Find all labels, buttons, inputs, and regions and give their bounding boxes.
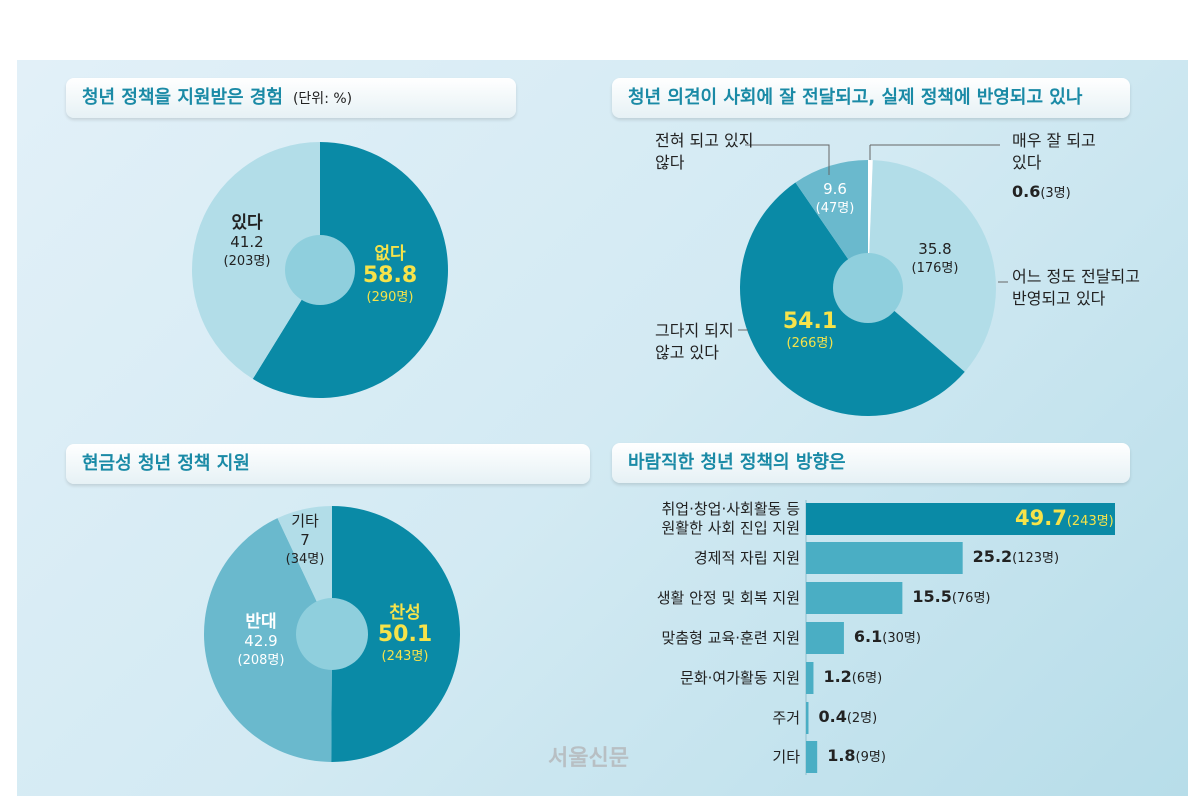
bar-category-label: 문화·여가활동 지원 [680, 668, 800, 687]
pie3-for-value: 50.1 [377, 622, 433, 647]
bar-category-label: 맞춤형 교육·훈련 지원 [661, 628, 800, 647]
pie3-against-count: (208명) [237, 653, 285, 668]
pie1-label-yes: 있다 41.2 (203명) [212, 214, 282, 271]
pie2-none-count: (47명) [815, 201, 855, 216]
chart1-title-bar: 청년 정책을 지원받은 경험 (단위: %) [66, 78, 516, 118]
pie3-against-name: 반대 [245, 612, 277, 632]
pie2-label-none: 전혀 되고 있지 않다 [655, 131, 754, 172]
pie2-notmuch-value: 54.1 [782, 309, 838, 334]
pie3-for-count: (243명) [381, 649, 429, 664]
pie1-no-value: 58.8 [362, 263, 418, 288]
chart4-title: 바람직한 청년 정책의 방향은 [628, 452, 846, 473]
bar-value-label: 15.5(76명) [912, 587, 991, 606]
pie2-very-number: 0.6 [1012, 182, 1041, 201]
pie3-slice-1 [203, 518, 332, 762]
pie2-notmuch-count: (266명) [786, 336, 834, 351]
bar-category-label: 주거 [772, 708, 800, 727]
bar-category-label: 취업·창업·사회활동 등 원활한 사회 진입 지원 [661, 500, 800, 537]
pie2-very-value: 0.6(3명) [1012, 182, 1071, 201]
pie3-center-hole [296, 598, 368, 670]
pie1-yes-name: 있다 [231, 213, 263, 233]
chart4-title-bar: 바람직한 청년 정책의 방향은 [612, 443, 1130, 483]
pie2-leader-line-0 [745, 144, 830, 175]
bar-2 [806, 582, 903, 614]
pie2-somewhat-value: 35.8 [918, 240, 952, 258]
bar-value-label: 0.4(2명) [818, 707, 878, 726]
bar-value-label: 6.1(30명) [853, 627, 921, 646]
pie3-label-other: 기타 7 (34명) [280, 512, 330, 569]
pie2-slice-3 [795, 160, 868, 288]
bar-6 [806, 741, 818, 773]
pie2-somewhat-values: 35.8 (176명) [900, 240, 970, 278]
pie3-label-for: 찬성 50.1 (243명) [370, 604, 440, 666]
bar-value-label: 1.8(9명) [827, 746, 886, 765]
bar-category-label: 생활 안정 및 회복 지원 [656, 588, 800, 607]
pie1-label-no: 없다 58.8 (290명) [355, 245, 425, 307]
pie1-yes-value: 41.2 [230, 233, 264, 251]
pie2-label-somewhat: 어느 정도 전달되고 반영되고 있다 [1012, 267, 1140, 308]
bar-1 [806, 542, 963, 574]
pie2-center-hole [833, 253, 903, 323]
bar-value-label: 49.7(243명) [1015, 506, 1114, 530]
chart3-title: 현금성 청년 정책 지원 [82, 453, 250, 474]
bar-0 [806, 503, 1115, 535]
pie2-somewhat-count: (176명) [911, 261, 959, 276]
pie2-very-count: (3명) [1040, 186, 1071, 201]
pie2-label-notmuch: 그다지 되지 않고 있다 [655, 321, 734, 362]
pie2-none-value: 9.6 [823, 180, 847, 198]
bar-value-label: 25.2(123명) [972, 547, 1060, 566]
chart1-unit: (단위: %) [292, 91, 353, 107]
pie3-other-count: (34명) [285, 552, 325, 567]
watermark: 서울신문 [548, 746, 629, 771]
pie3-other-value: 7 [300, 531, 310, 549]
pie3-for-name: 찬성 [389, 603, 421, 623]
chart3-title-bar: 현금성 청년 정책 지원 [66, 444, 590, 484]
pie3-other-name: 기타 [291, 512, 319, 530]
bar-5 [806, 702, 809, 734]
pie2-none-values: 9.6 (47명) [805, 180, 865, 218]
bar-category-label: 경제적 자립 지원 [693, 548, 800, 567]
pie2-slice-1 [868, 160, 996, 372]
pie1-slice-1 [191, 142, 320, 379]
pie3-slice-0 [331, 506, 460, 762]
pie1-yes-count: (203명) [223, 254, 271, 269]
bar-3 [806, 622, 844, 654]
pie1-center-hole [285, 235, 355, 305]
pie3-label-against: 반대 42.9 (208명) [226, 613, 296, 670]
bar-category-label: 기타 [772, 747, 800, 766]
pie3-against-value: 42.9 [244, 632, 278, 650]
chart2-title-bar: 청년 의견이 사회에 잘 전달되고, 실제 정책에 반영되고 있나 [612, 78, 1130, 118]
bar-value-label: 1.2(6명) [823, 667, 883, 686]
bar-4 [806, 662, 814, 694]
pie1-no-count: (290명) [366, 290, 414, 305]
chart1-title: 청년 정책을 지원받은 경험 [82, 87, 283, 108]
chart2-title: 청년 의견이 사회에 잘 전달되고, 실제 정책에 반영되고 있나 [628, 87, 1083, 108]
pie1-no-name: 없다 [374, 244, 406, 264]
pie2-label-very: 매우 잘 되고 있다 [1012, 131, 1096, 172]
pie2-notmuch-values: 54.1 (266명) [775, 310, 845, 353]
